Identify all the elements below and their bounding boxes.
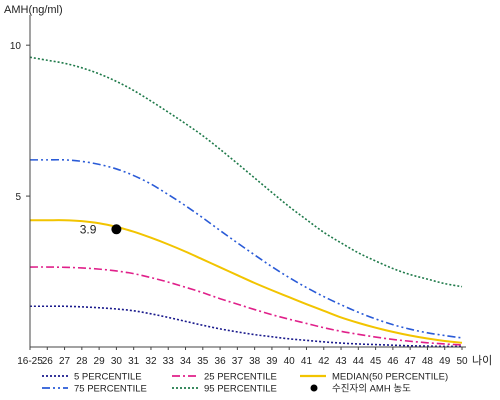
y-axis-title: AMH(ng/ml) — [4, 4, 63, 16]
x-tick-label: 42 — [318, 356, 330, 367]
x-tick-label: 46 — [387, 356, 399, 367]
x-tick-label: 39 — [266, 356, 278, 367]
x-tick-label: 50 — [456, 356, 468, 367]
legend-label: MEDIAN(50 PERCENTILE) — [332, 372, 448, 383]
series-line — [30, 219, 463, 344]
legend-label: 25 PERCENTILE — [204, 372, 277, 383]
x-tick-label: 41 — [301, 356, 313, 367]
x-tick-label: 30 — [111, 356, 123, 367]
x-tick-label: 40 — [284, 356, 296, 367]
x-tick-label: 47 — [405, 356, 417, 367]
series-line — [29, 305, 463, 348]
marker-layer: 3.9 — [80, 222, 122, 236]
series-line — [29, 56, 463, 288]
x-tick-label: 33 — [163, 356, 175, 367]
x-axis-title: 나이 — [472, 354, 492, 367]
legend-label: 75 PERCENTILE — [74, 384, 147, 395]
amh-marker-point — [111, 224, 122, 235]
x-tick-label: 44 — [353, 356, 365, 367]
x-tick-label: 34 — [180, 356, 192, 367]
marker-value-label: 3.9 — [80, 222, 97, 236]
x-tick-label: 38 — [249, 356, 261, 367]
series-line — [30, 158, 463, 339]
y-tick-label: 5 — [15, 192, 21, 203]
axes: AMH(ng/ml) 나이 — [4, 4, 492, 367]
x-tick-label: 26 — [42, 356, 54, 367]
x-tick-label: 28 — [76, 356, 88, 367]
x-tick-label: 32 — [145, 356, 157, 367]
x-tick-label: 49 — [439, 356, 451, 367]
legend: 5 PERCENTILE 25 PERCENTILE MEDIAN(50 PERCE… — [42, 372, 448, 395]
x-tick-label: 43 — [335, 356, 347, 367]
x-tick-label: 29 — [94, 356, 106, 367]
x-tick-label: 16-25 — [17, 356, 43, 367]
x-tick-label: 48 — [422, 356, 434, 367]
x-tick-label: 37 — [232, 356, 244, 367]
y-tick-label: 10 — [10, 41, 22, 52]
legend-marker-swatch — [310, 384, 318, 392]
x-tick-label: 36 — [215, 356, 227, 367]
x-tick-label: 31 — [128, 356, 140, 367]
series-line — [29, 266, 463, 346]
legend-label: 5 PERCENTILE — [74, 372, 142, 383]
legend-label: 수진자의 AMH 농도 — [332, 384, 411, 395]
x-tick-label: 45 — [370, 356, 382, 367]
x-tick-label: 27 — [59, 356, 71, 367]
legend-label: 95 PERCENTILE — [204, 384, 277, 395]
x-tick-label: 35 — [197, 356, 209, 367]
series-lines — [29, 56, 463, 348]
